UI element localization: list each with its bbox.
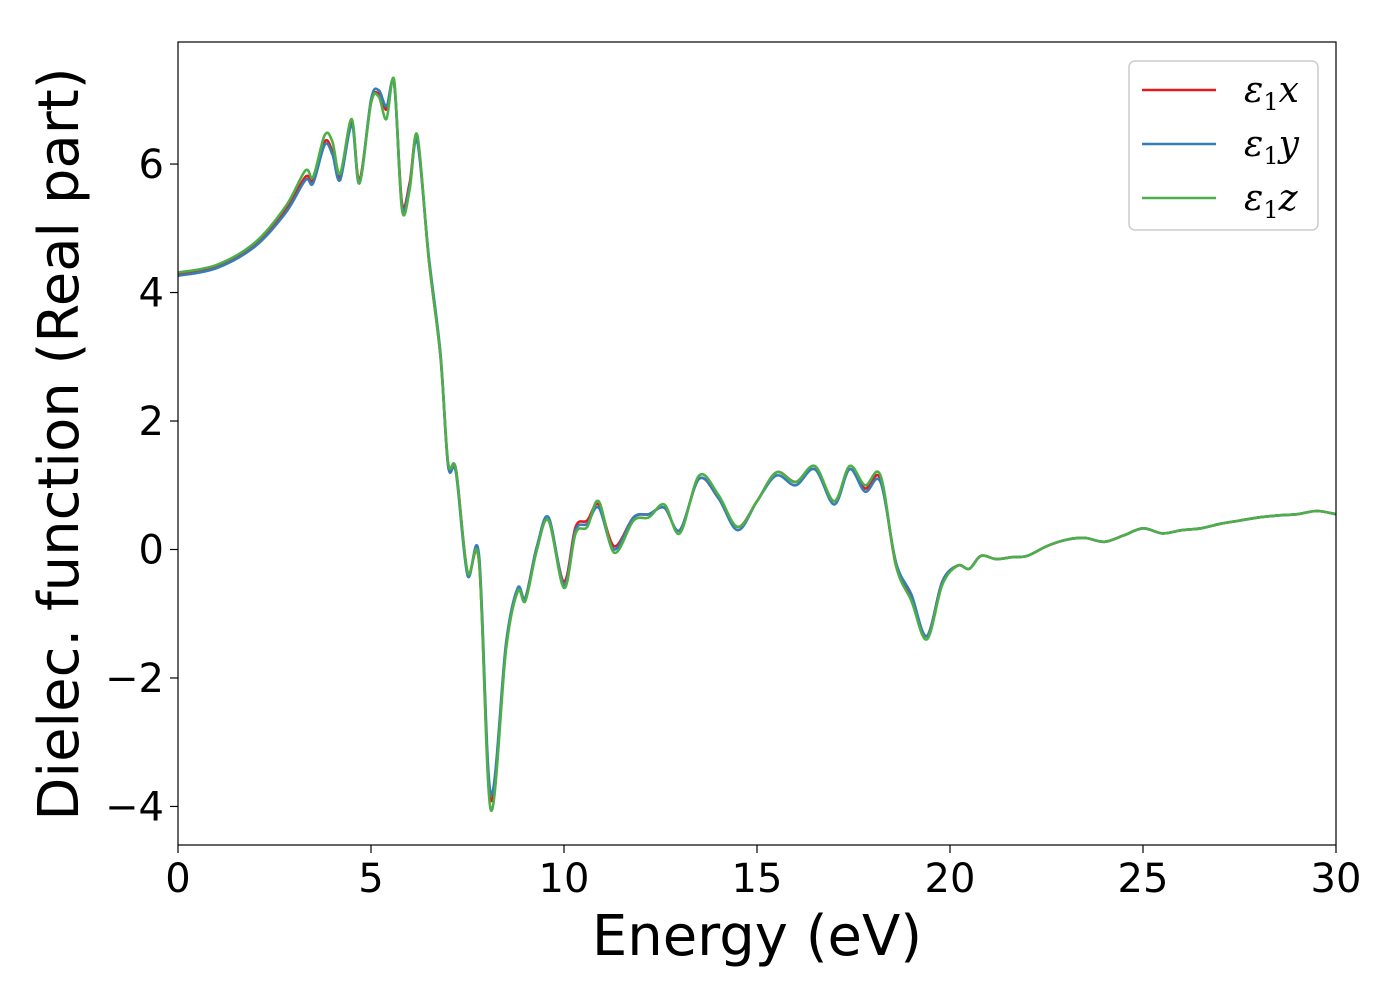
series-layer (177, 76, 1337, 812)
y-tick-label: 2 (139, 399, 164, 445)
x-tick-label: 15 (732, 856, 783, 902)
y-tick-label: 6 (139, 142, 164, 188)
y-tick-label: −4 (105, 784, 164, 830)
x-tick-label: 20 (925, 856, 976, 902)
x-axis: 0 5 10 15 20 25 30 (165, 845, 1361, 902)
legend-label: ε1x (1244, 70, 1299, 116)
x-tick-label: 5 (358, 856, 383, 902)
legend-label: ε1z (1244, 178, 1299, 224)
y-tick-label: 4 (139, 271, 164, 317)
legend-label: ε1y (1244, 124, 1300, 170)
legend-frame (1128, 60, 1319, 231)
series-line-3 (177, 76, 1337, 812)
x-tick-label: 10 (539, 856, 590, 902)
x-axis-title: Energy (eV) (592, 904, 922, 969)
y-tick-label: −2 (105, 656, 164, 702)
x-tick-label: 30 (1311, 856, 1362, 902)
y-axis-title: Dielec. function (Real part) (27, 67, 92, 820)
y-tick-label: 0 (139, 527, 164, 573)
legend: ε1x ε1y ε1z (1128, 60, 1319, 231)
x-tick-label: 0 (165, 856, 190, 902)
y-axis: −4 −2 0 2 4 6 (105, 142, 178, 830)
x-tick-label: 25 (1118, 856, 1169, 902)
